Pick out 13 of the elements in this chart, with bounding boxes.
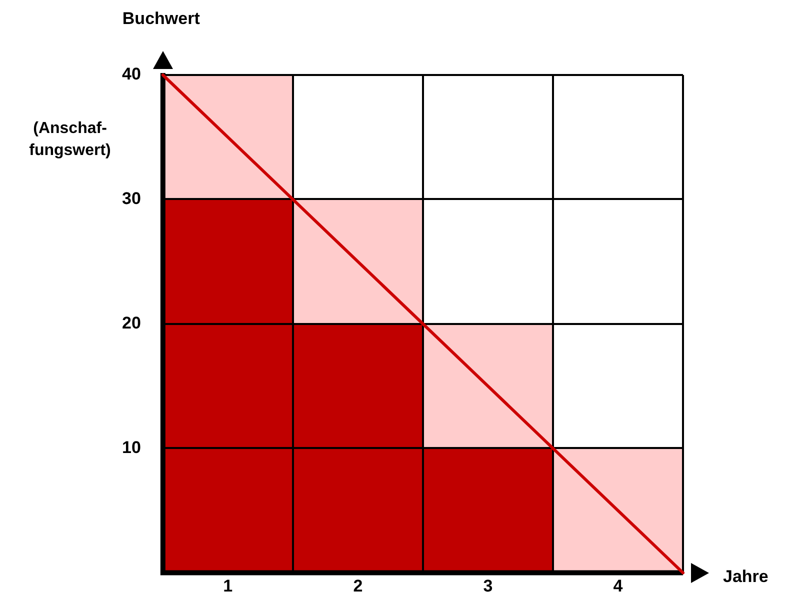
y-tick-label: 40 (122, 64, 141, 84)
x-tick-label: 2 (353, 576, 363, 596)
bar (292, 199, 424, 324)
y-tick-label: 20 (122, 314, 141, 333)
text: (Anschaf-fungswert) (28, 119, 112, 161)
bar (422, 324, 554, 449)
x-tick-label: 3 (483, 576, 493, 596)
y-tick-label: 10 (122, 438, 141, 458)
x-axis-title: Jahre (723, 566, 768, 587)
x-tick-label: 1 (223, 576, 233, 596)
y-tick-label: 30 (122, 189, 141, 208)
y-axis-title: Buchwert (122, 9, 200, 29)
x-tick-label: 4 (613, 576, 624, 596)
